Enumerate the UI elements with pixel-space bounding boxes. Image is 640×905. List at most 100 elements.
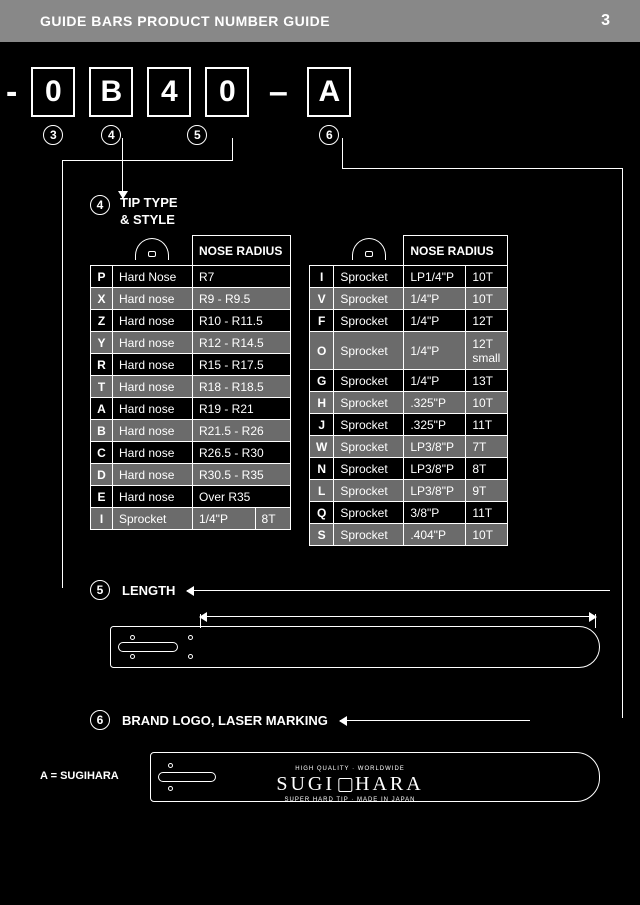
brand-emblem-icon bbox=[338, 778, 352, 792]
code-cell: I bbox=[91, 508, 113, 530]
type-cell: Hard nose bbox=[113, 486, 193, 508]
teeth-cell: 7T bbox=[466, 436, 508, 458]
section-4-title: TIP TYPE & STYLE bbox=[120, 195, 178, 229]
type-cell: Sprocket bbox=[113, 508, 193, 530]
ref-6: 6 bbox=[319, 125, 339, 145]
bar-hole bbox=[130, 654, 135, 659]
code-cell: N bbox=[310, 458, 334, 480]
type-cell: Hard nose bbox=[113, 442, 193, 464]
code-char: 0 bbox=[219, 75, 236, 109]
code-cell: V bbox=[310, 288, 334, 310]
table-row: ISprocket1/4"P8T bbox=[91, 508, 291, 530]
pitch-cell: .404"P bbox=[404, 524, 466, 546]
code-cell: J bbox=[310, 414, 334, 436]
code-box-2: B 4 bbox=[89, 67, 133, 117]
radius-cell: 1/4"P bbox=[193, 508, 256, 530]
code-box-4: 0 5 bbox=[205, 67, 249, 117]
connector-6 bbox=[342, 138, 343, 168]
table-row: BHard noseR21.5 - R26 bbox=[91, 420, 291, 442]
nose-radius-header: NOSE RADIUS bbox=[193, 235, 291, 266]
code-dash: – bbox=[263, 73, 293, 112]
radius-cell: R26.5 - R30 bbox=[193, 442, 291, 464]
table-row: GSprocket1/4"P13T bbox=[310, 370, 508, 392]
radius-cell: R21.5 - R26 bbox=[193, 420, 291, 442]
type-cell: Sprocket bbox=[334, 436, 404, 458]
connector-6 bbox=[342, 168, 622, 169]
code-box-5: A 6 bbox=[307, 67, 351, 117]
pitch-cell: .325"P bbox=[404, 414, 466, 436]
pitch-cell: LP1/4"P bbox=[404, 266, 466, 288]
radius-cell: R18 - R18.5 bbox=[193, 376, 291, 398]
table-row: YHard noseR12 - R14.5 bbox=[91, 332, 291, 354]
code-cell: W bbox=[310, 436, 334, 458]
header-page-number: 3 bbox=[601, 12, 610, 30]
type-cell: Hard nose bbox=[113, 354, 193, 376]
brand-left: SUGI bbox=[276, 773, 335, 795]
teeth-cell: 12Tsmall bbox=[466, 332, 508, 370]
table-row: AHard noseR19 - R21 bbox=[91, 398, 291, 420]
radius-cell: R9 - R9.5 bbox=[193, 288, 291, 310]
tip-type-table-left: NOSE RADIUS PHard NoseR7XHard noseR9 - R… bbox=[90, 235, 291, 531]
teeth-cell: 13T bbox=[466, 370, 508, 392]
section-6-brand: 6 BRAND LOGO, LASER MARKING HIGH QUALITY… bbox=[90, 710, 610, 814]
bar-hole bbox=[168, 763, 173, 768]
code-cell: Z bbox=[91, 310, 113, 332]
table-row: EHard noseOver R35 bbox=[91, 486, 291, 508]
code-cell: F bbox=[310, 310, 334, 332]
nose-radius-header: NOSE RADIUS bbox=[404, 235, 508, 266]
section-5-pointer bbox=[187, 590, 610, 591]
table-row: VSprocket1/4"P10T bbox=[310, 288, 508, 310]
dimension-line bbox=[200, 616, 596, 617]
section-6-pointer bbox=[340, 720, 530, 721]
type-cell: Hard nose bbox=[113, 420, 193, 442]
type-cell: Sprocket bbox=[334, 370, 404, 392]
type-cell: Hard nose bbox=[113, 464, 193, 486]
code-cell: P bbox=[91, 266, 113, 288]
bar-slot bbox=[158, 772, 216, 782]
radius-cell: R15 - R17.5 bbox=[193, 354, 291, 376]
title-line: & STYLE bbox=[120, 212, 178, 229]
ref-5: 5 bbox=[187, 125, 207, 145]
section-6-ref: 6 bbox=[90, 710, 110, 730]
table-row: XHard noseR9 - R9.5 bbox=[91, 288, 291, 310]
radius-cell: R12 - R14.5 bbox=[193, 332, 291, 354]
teeth-cell: 11T bbox=[466, 414, 508, 436]
code-cell: H bbox=[310, 392, 334, 414]
code-char: B bbox=[100, 75, 122, 109]
bar-outline bbox=[110, 626, 600, 668]
ref-4: 4 bbox=[101, 125, 121, 145]
teeth-cell: 10T bbox=[466, 524, 508, 546]
pitch-cell: LP3/8"P bbox=[404, 480, 466, 502]
code-cell: I bbox=[310, 266, 334, 288]
section-6-title: BRAND LOGO, LASER MARKING bbox=[122, 713, 328, 728]
code-cell: R bbox=[91, 354, 113, 376]
type-cell: Sprocket bbox=[334, 310, 404, 332]
table-row: OSprocket1/4"P12Tsmall bbox=[310, 332, 508, 370]
brand-code-note: A = SUGIHARA bbox=[40, 770, 119, 782]
teeth-cell: 9T bbox=[466, 480, 508, 502]
table-row: SSprocket.404"P10T bbox=[310, 524, 508, 546]
code-cell: E bbox=[91, 486, 113, 508]
type-cell: Hard nose bbox=[113, 332, 193, 354]
teeth-cell: 12T bbox=[466, 310, 508, 332]
product-code-row: - 0 3 B 4 4 0 5 – A 6 bbox=[0, 42, 640, 117]
teeth-cell: 10T bbox=[466, 266, 508, 288]
type-cell: Hard nose bbox=[113, 288, 193, 310]
teeth-cell: 11T bbox=[466, 502, 508, 524]
table-row: QSprocket3/8"P11T bbox=[310, 502, 508, 524]
branded-bar-illustration: HIGH QUALITY · WORLDWIDE SUGIHARA SUPER … bbox=[90, 744, 610, 814]
section-5-ref: 5 bbox=[90, 580, 110, 600]
connector-5 bbox=[62, 160, 233, 161]
type-cell: Sprocket bbox=[334, 266, 404, 288]
section-5-title: LENGTH bbox=[122, 583, 175, 598]
brand-right: HARA bbox=[355, 773, 424, 795]
code-cell: L bbox=[310, 480, 334, 502]
type-cell: Sprocket bbox=[334, 392, 404, 414]
teeth-cell: 10T bbox=[466, 288, 508, 310]
type-cell: Sprocket bbox=[334, 414, 404, 436]
type-cell: Hard Nose bbox=[113, 266, 193, 288]
code-cell: C bbox=[91, 442, 113, 464]
brand-tagline-top: HIGH QUALITY · WORLDWIDE bbox=[276, 766, 423, 772]
code-cell: X bbox=[91, 288, 113, 310]
leading-dash: - bbox=[6, 73, 17, 112]
